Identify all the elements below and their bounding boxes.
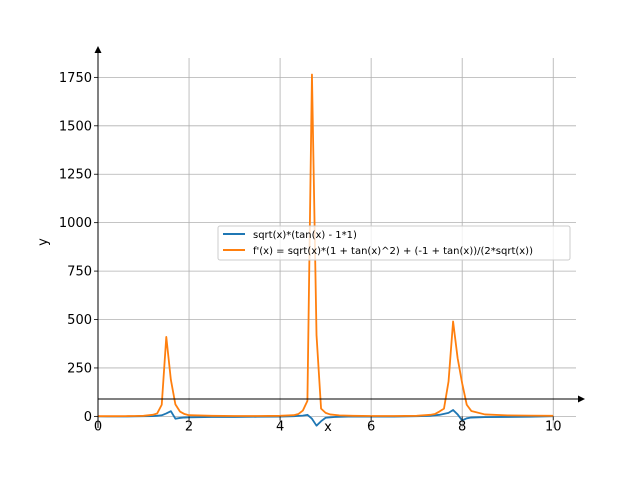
x-tick-label: 8 bbox=[458, 419, 466, 434]
y-tick-label: 1250 bbox=[59, 168, 92, 183]
y-tick-label: 1500 bbox=[59, 119, 92, 134]
series-layer bbox=[97, 73, 554, 427]
x-tick-label: 10 bbox=[545, 419, 562, 434]
ticks: 0 2 4 6 8 10 0 250 500 750 1000 1250 1500 1750 bbox=[59, 71, 562, 435]
y-tick-label: 1000 bbox=[59, 216, 92, 231]
x-tick-label: 4 bbox=[276, 419, 284, 434]
y-tick-label: 250 bbox=[67, 361, 92, 376]
x-tick-label: 6 bbox=[367, 419, 375, 434]
x-tick-label: 0 bbox=[94, 419, 102, 434]
series-line-1 bbox=[97, 409, 554, 427]
legend-box bbox=[217, 225, 571, 261]
y-tick-label: 750 bbox=[67, 265, 92, 280]
series-line-2 bbox=[98, 73, 554, 418]
y-tick-label: 0 bbox=[84, 410, 92, 425]
y-tick-label: 500 bbox=[67, 313, 92, 328]
legend: sqrt(x)*(tan(x) - 1*1) f'(x) = sqrt(x)*(… bbox=[217, 225, 571, 261]
x-axis-label: x bbox=[324, 420, 332, 435]
x-tick-label: 2 bbox=[185, 419, 193, 434]
y-axis-label: y bbox=[36, 238, 51, 246]
legend-label-1: sqrt(x)*(tan(x) - 1*1) bbox=[253, 230, 357, 241]
x-axis-arrow bbox=[578, 395, 585, 403]
y-axis-arrow bbox=[94, 46, 102, 53]
y-tick-label: 1750 bbox=[59, 71, 92, 86]
legend-label-2: f'(x) = sqrt(x)*(1 + tan(x)^2) + (-1 + t… bbox=[253, 246, 533, 257]
axes bbox=[94, 46, 585, 428]
